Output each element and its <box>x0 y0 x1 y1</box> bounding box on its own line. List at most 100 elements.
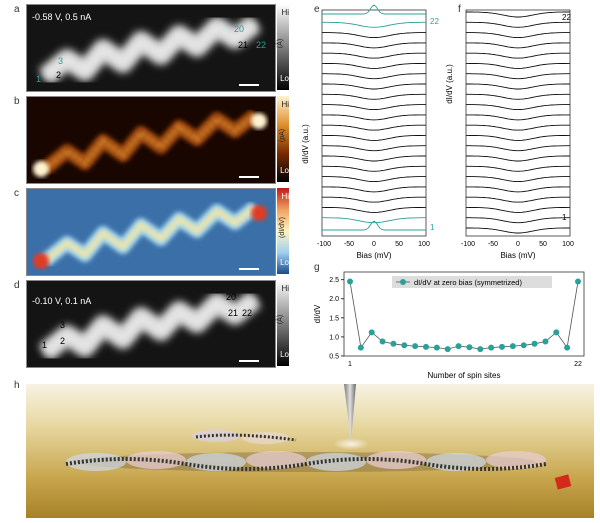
data-point <box>390 340 397 347</box>
spectrum-curve <box>322 73 426 80</box>
spectrum-curve <box>322 176 426 183</box>
stm-tip <box>344 384 356 442</box>
red-cube <box>554 474 572 490</box>
spectrum-curve <box>466 186 570 193</box>
data-point <box>553 329 560 336</box>
spectrum-curve <box>322 42 426 49</box>
spectrum-curve <box>466 134 570 141</box>
x-tick: 0 <box>516 241 520 248</box>
x-axis-label: Bias (mV) <box>500 251 535 260</box>
data-point <box>488 344 495 351</box>
chain-image-d <box>38 291 262 362</box>
y-tick-label: 2.5 <box>329 277 339 284</box>
chain-illustration <box>65 384 572 490</box>
spectrum-curve <box>322 104 426 111</box>
x-tick-label: 22 <box>574 361 582 368</box>
spectrum-curve <box>466 93 570 100</box>
spectrum-curve <box>322 165 426 172</box>
data-point <box>499 343 505 350</box>
spectrum-curve <box>322 134 426 141</box>
colorbar-c <box>277 188 289 274</box>
colorbar-lo: Lo <box>280 258 289 267</box>
data-point <box>423 343 429 350</box>
data-point <box>531 340 538 347</box>
colorbar-lo: Lo <box>280 166 289 175</box>
data-point <box>433 344 440 351</box>
spectrum-curve <box>322 186 426 193</box>
x-tick-label: 1 <box>348 361 352 368</box>
colorbar-unit: (pA) <box>279 128 287 143</box>
colorbar-d <box>277 280 289 366</box>
illustration-h <box>26 384 594 518</box>
colorbar-hi: Hi <box>281 284 289 293</box>
chart-g: 0.5 1.0 1.5 2.0 2.5 1 22 dI/dV at zero bias (… <box>313 271 585 380</box>
upper-chain <box>192 430 297 444</box>
spectrum-curve <box>322 145 426 152</box>
x-tick: 100 <box>418 241 430 248</box>
spectrum-curve <box>466 227 570 234</box>
spectrum-curve <box>466 73 570 80</box>
stm-topography-d <box>26 280 276 368</box>
colorbar-lo: Lo <box>280 350 289 359</box>
spectrum-curve <box>466 42 570 49</box>
data-point <box>564 344 571 351</box>
data-point <box>444 346 451 353</box>
spectrum-curve <box>466 206 570 213</box>
y-tick-label: 2.0 <box>329 296 339 303</box>
series-line <box>349 281 579 350</box>
site-label: 2 <box>60 336 66 346</box>
site-label: 21 <box>238 40 249 50</box>
spectrum-curve <box>466 217 570 224</box>
legend-entry: dI/dV at zero bias (symmetrized) <box>414 278 522 287</box>
panel-label-a: a <box>14 4 20 15</box>
legend-box <box>392 276 552 288</box>
panel-label-f: f <box>458 4 461 15</box>
site-label: 1 <box>42 340 48 350</box>
panel-label-c: c <box>14 188 19 199</box>
chain-image-c <box>33 201 267 270</box>
spectrum-curve <box>322 217 426 224</box>
spectrum-curve <box>322 114 426 121</box>
y-axis-label: dI/dV (a.u.) <box>445 64 454 104</box>
spectrum-curve <box>466 176 570 183</box>
data-point <box>575 278 581 285</box>
data-point <box>542 338 549 345</box>
spectrum-curve <box>466 32 570 39</box>
spectra-curves-e <box>322 4 426 231</box>
didv-map-c <box>26 188 276 276</box>
y-tick-label: 0.5 <box>329 354 339 361</box>
colorbar-hi: Hi <box>281 8 289 17</box>
curve-label: 1 <box>430 223 435 232</box>
scan-params-a: -0.58 V, 0.5 nA <box>32 12 92 22</box>
site-label: 22 <box>242 308 253 318</box>
panel-label-b: b <box>14 96 20 107</box>
x-tick: 0 <box>372 241 376 248</box>
colorbar-b <box>277 96 289 182</box>
chain-image-a <box>38 15 262 86</box>
data-point <box>520 342 527 349</box>
site-label: 2 <box>56 70 62 80</box>
colorbar-a <box>277 4 289 90</box>
spectrum-curve <box>322 206 426 213</box>
data-point <box>477 346 484 353</box>
y-axis-label: dI/dV (a.u.) <box>301 124 310 164</box>
spectrum-curve <box>466 83 570 90</box>
spectrum-curve <box>322 32 426 39</box>
colorbar-hi: Hi <box>281 192 289 201</box>
site-label: 3 <box>60 320 66 330</box>
x-tick: 100 <box>562 241 574 248</box>
spectrum-curve <box>322 52 426 59</box>
current-map-b <box>26 96 276 184</box>
colorbar-unit: (dI/dV) <box>279 216 287 239</box>
stm-topography-a <box>26 4 276 92</box>
spectrum-curve <box>466 114 570 121</box>
site-label: 20 <box>226 292 237 302</box>
spectrum-curve <box>466 165 570 172</box>
colorbar-unit: (Å) <box>277 314 285 325</box>
site-label: 20 <box>234 24 245 34</box>
curve-label: 22 <box>430 17 439 26</box>
spectrum-curve <box>322 124 426 131</box>
x-tick: 50 <box>395 241 403 248</box>
spectrum-curve <box>322 220 426 231</box>
spectrum-curve <box>322 83 426 90</box>
